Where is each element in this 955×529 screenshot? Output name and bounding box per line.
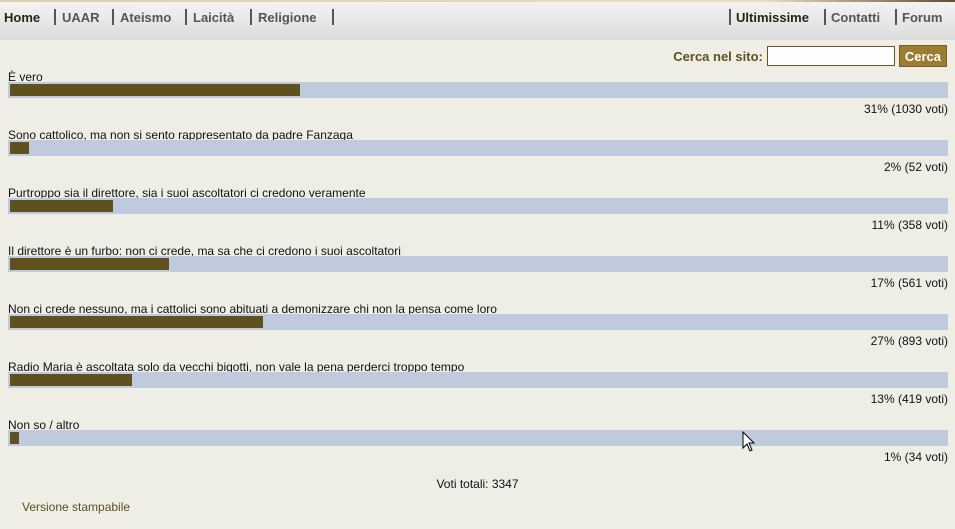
nav-separator [895,9,897,25]
result-bar-track [8,372,948,388]
result-bar-track [8,256,948,272]
nav-separator [332,9,334,25]
nav-separator [54,9,56,25]
nav-religione[interactable]: Religione [258,10,317,25]
option-label: Non ci crede nessuno, ma i cattolici son… [8,302,497,316]
option-label: Radio Maria è ascoltata solo da vecchi b… [8,360,465,374]
result-bar-track [8,198,948,214]
poll-option: È vero 31% (1030 voti) [8,70,948,116]
nav-uaar[interactable]: UAAR [62,10,100,25]
nav-home[interactable]: Home [4,10,41,25]
search-label: Cerca nel sito: [673,48,763,64]
option-label: Sono cattolico, ma non si sento rapprese… [8,128,353,142]
result-bar-track [8,82,948,98]
result-bar-track [8,314,948,330]
poll-option: Sono cattolico, ma non si sento rapprese… [8,128,948,174]
nav-separator [250,9,252,25]
option-result: 17% (561 voti) [870,276,948,290]
nav-ateismo[interactable]: Ateismo [120,10,172,25]
nav-contatti[interactable]: Contatti [831,10,881,25]
option-result: 27% (893 voti) [870,334,948,348]
option-result: 2% (52 voti) [883,160,948,174]
nav-separator [729,9,731,25]
nav-separator [112,9,114,25]
poll-option: Purtroppo sia il direttore, sia i suoi a… [8,186,948,232]
option-label: Il direttore è un furbo: non ci crede, m… [8,244,401,258]
result-bar-fill [10,316,263,328]
site-search: Cerca nel sito: Cerca [673,45,947,67]
result-bar-fill [10,200,113,212]
top-border [0,0,955,2]
option-result: 31% (1030 voti) [863,102,948,116]
result-bar-fill [10,374,132,386]
nav-separator [185,9,187,25]
search-button[interactable]: Cerca [898,45,947,67]
option-result: 13% (419 voti) [870,392,948,406]
nav-laicita[interactable]: Laicità [193,10,235,25]
option-label: È vero [8,70,43,84]
poll-option: Il direttore è un furbo: non ci crede, m… [8,244,948,290]
poll-option: Radio Maria è ascoltata solo da vecchi b… [8,360,948,406]
result-bar-fill [10,432,20,444]
result-bar-track [8,430,948,446]
top-nav: Home UAAR Ateismo Laicità Religione Ulti… [0,2,955,40]
option-result: 1% (34 voti) [883,450,948,464]
poll-option: Non so / altro 1% (34 voti) [8,418,948,464]
result-bar-track [8,140,948,156]
result-bar-fill [10,258,170,270]
result-bar-fill [10,142,29,154]
search-input[interactable] [766,46,895,66]
mouse-cursor-icon [742,431,756,452]
result-bar-fill [10,84,301,96]
poll-option: Non ci crede nessuno, ma i cattolici son… [8,302,948,348]
printable-version-link[interactable]: Versione stampabile [22,500,131,514]
total-votes: Voti totali: 3347 [436,477,519,491]
option-label: Non so / altro [8,418,80,432]
nav-ultimissime[interactable]: Ultimissime [736,10,809,25]
option-label: Purtroppo sia il direttore, sia i suoi a… [8,186,366,200]
nav-forum[interactable]: Forum [902,10,943,25]
nav-separator [824,9,826,25]
option-result: 11% (358 voti) [871,218,948,232]
